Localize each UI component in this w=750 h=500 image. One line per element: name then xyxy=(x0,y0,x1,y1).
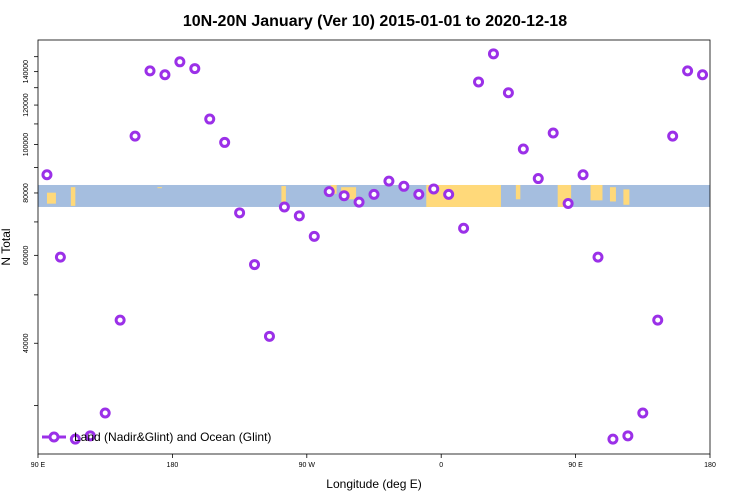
data-point xyxy=(547,127,559,139)
data-point xyxy=(368,188,380,200)
data-point xyxy=(517,143,529,155)
data-point xyxy=(263,330,275,342)
data-point xyxy=(189,63,201,75)
y-tick-label: 60000 xyxy=(23,246,30,266)
chart-title: 10N-20N January (Ver 10) 2015-01-01 to 2… xyxy=(183,13,567,30)
data-point xyxy=(249,259,261,271)
legend-marker xyxy=(48,431,60,443)
data-point xyxy=(398,180,410,192)
land-mass xyxy=(157,187,162,189)
data-point xyxy=(204,113,216,125)
plot-frame xyxy=(37,39,711,455)
land-mass xyxy=(281,186,286,205)
data-point xyxy=(443,188,455,200)
y-tick-label: 40000 xyxy=(23,333,30,353)
data-point xyxy=(219,136,231,148)
land-mass xyxy=(515,184,521,200)
x-tick-label: 180 xyxy=(167,462,179,469)
land-mass xyxy=(623,189,630,205)
land-mass xyxy=(609,187,616,202)
land-mass xyxy=(590,184,603,201)
x-axis: 90 E 180 90 W 0 90 E 180 xyxy=(31,454,716,469)
x-axis-label: Longitude (deg E) xyxy=(326,477,421,491)
legend-label: Land (Nadir&Glint) and Ocean (Glint) xyxy=(74,430,271,444)
y-tick-label: 80000 xyxy=(23,183,30,203)
data-point xyxy=(383,175,395,187)
data-points xyxy=(41,48,709,445)
data-point xyxy=(159,69,171,81)
data-point xyxy=(428,183,440,195)
data-point xyxy=(293,210,305,222)
data-point xyxy=(458,222,470,234)
y-tick-label: 120000 xyxy=(23,93,30,116)
data-point xyxy=(308,230,320,242)
data-point xyxy=(413,188,425,200)
data-point xyxy=(473,76,485,88)
legend: Land (Nadir&Glint) and Ocean (Glint) xyxy=(42,430,271,444)
data-point xyxy=(682,65,694,77)
land-mass xyxy=(70,187,76,206)
data-point xyxy=(99,407,111,419)
data-point xyxy=(667,130,679,142)
x-tick-label: 90 W xyxy=(299,462,316,469)
y-axis: 40000 60000 80000 100000 120000 140000 xyxy=(23,56,38,407)
data-point xyxy=(41,169,53,181)
y-tick-label: 140000 xyxy=(23,60,30,83)
data-point xyxy=(487,48,499,60)
data-point xyxy=(234,207,246,219)
x-tick-label: 90 E xyxy=(31,462,46,469)
data-point xyxy=(562,198,574,210)
data-point xyxy=(278,201,290,213)
x-tick-label: 0 xyxy=(439,462,443,469)
data-point xyxy=(114,314,126,326)
data-point xyxy=(84,430,96,442)
data-point xyxy=(323,186,335,198)
data-point xyxy=(607,433,619,445)
data-point xyxy=(652,314,664,326)
data-point xyxy=(697,69,709,81)
y-tick-label: 100000 xyxy=(23,133,30,156)
data-point xyxy=(532,173,544,185)
x-tick-label: 180 xyxy=(704,462,716,469)
y-axis-label: N Total xyxy=(0,228,13,265)
data-point xyxy=(144,65,156,77)
data-point xyxy=(592,251,604,263)
x-tick-label: 90 E xyxy=(568,462,583,469)
data-point xyxy=(174,56,186,68)
data-point xyxy=(622,430,634,442)
data-point xyxy=(637,407,649,419)
land-mass xyxy=(46,192,56,204)
data-point xyxy=(502,87,514,99)
data-point xyxy=(338,190,350,202)
data-point xyxy=(69,433,81,445)
data-point xyxy=(129,130,141,142)
data-point xyxy=(353,196,365,208)
data-point xyxy=(54,251,66,263)
data-point xyxy=(577,169,589,181)
